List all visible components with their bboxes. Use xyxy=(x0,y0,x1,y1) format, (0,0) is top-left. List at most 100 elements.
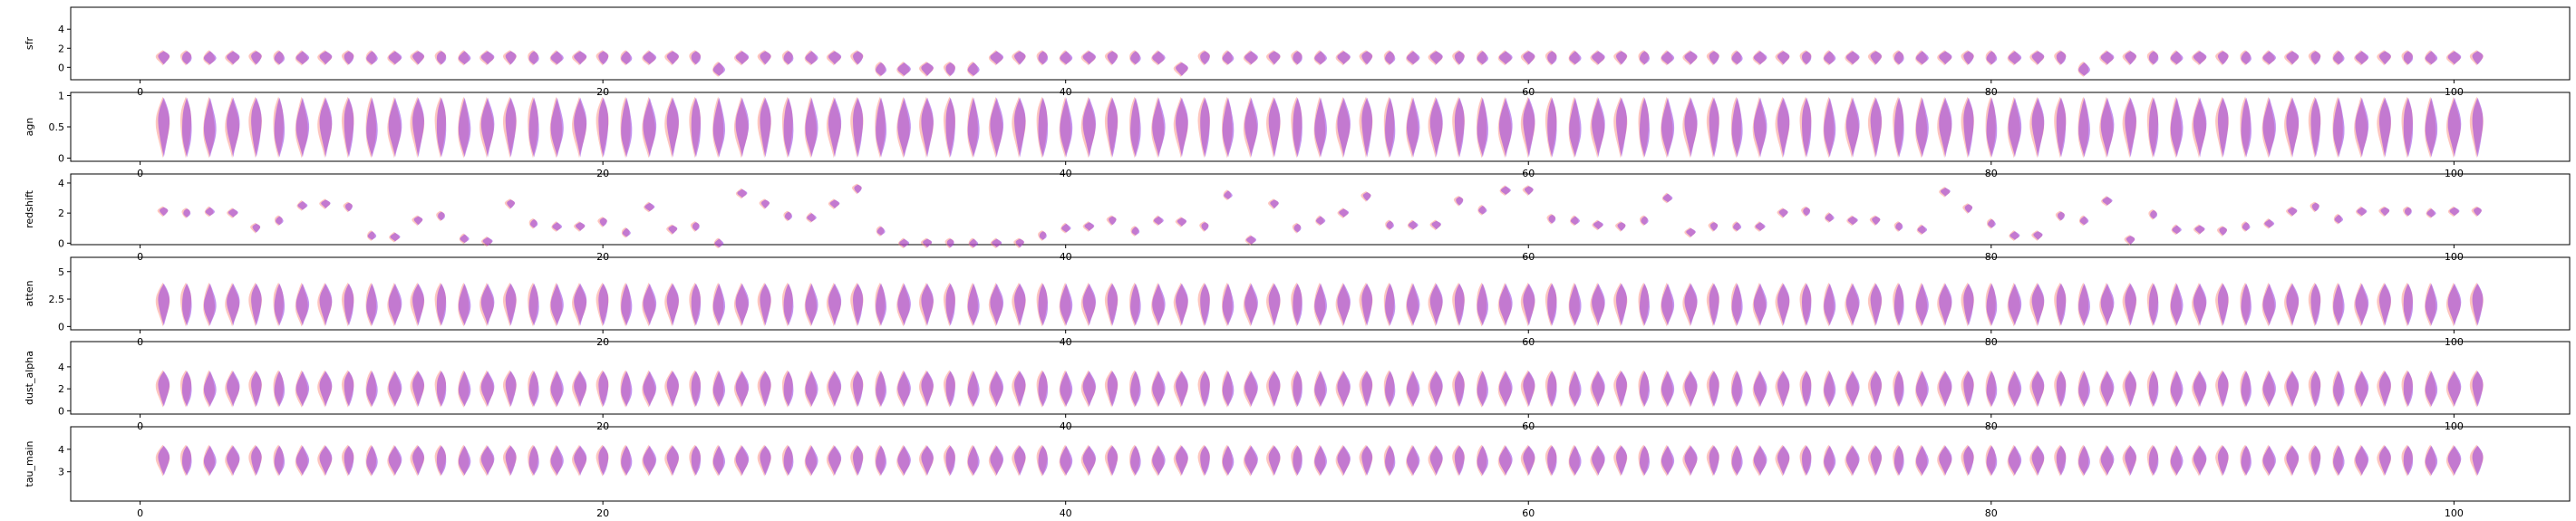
y-tick-label: 0 xyxy=(58,62,64,73)
violin-tau_main-88-b xyxy=(2170,445,2184,476)
y-tick-label: 3 xyxy=(58,467,64,478)
violin-dust_alpha-84-b xyxy=(2078,371,2090,407)
violin-dust_alpha-64-b xyxy=(1616,371,1627,407)
violin-atten-100-b xyxy=(2447,283,2462,326)
violin-redshift-29-b xyxy=(807,213,817,222)
violin-dust_alpha-1-b xyxy=(158,371,169,407)
violin-dust_alpha-22-b xyxy=(643,371,657,407)
violin-atten-85-b xyxy=(2100,283,2115,326)
violin-agn-101-b xyxy=(2472,97,2484,158)
violin-sfr-94-b xyxy=(2310,51,2321,65)
violin-redshift-9-b xyxy=(345,202,353,212)
violin-agn-60-b xyxy=(1523,97,1535,158)
violin-redshift-28-b xyxy=(784,211,792,221)
violin-redshift-11-b xyxy=(390,232,401,242)
violin-redshift-76-b xyxy=(1895,222,1903,231)
violin-redshift-24-b xyxy=(692,222,700,231)
violin-sfr-51-b xyxy=(1314,51,1327,65)
violin-sfr-17-b xyxy=(528,51,539,65)
violin-dust_alpha-2-b xyxy=(182,371,192,407)
violin-atten-64-b xyxy=(1616,283,1627,326)
violin-tau_main-77-b xyxy=(1915,445,1929,476)
violin-sfr-27-b xyxy=(760,51,771,65)
violin-redshift-71-b xyxy=(1778,208,1788,217)
violin-agn-32-b xyxy=(876,97,886,158)
violin-tau_main-49-b xyxy=(1268,445,1281,476)
violin-redshift-52-b xyxy=(1339,208,1350,217)
violin-atten-67-b xyxy=(1684,283,1698,326)
violin-sfr-35-b xyxy=(945,63,955,76)
violin-agn-10-b xyxy=(366,97,378,158)
violin-sfr-86-b xyxy=(2125,51,2136,65)
violin-atten-96-b xyxy=(2355,283,2369,326)
violin-dust_alpha-98-b xyxy=(2403,371,2414,407)
violin-agn-5-b xyxy=(251,97,262,158)
violin-atten-56-b xyxy=(1429,283,1443,326)
violin-sfr-8-b xyxy=(319,51,333,65)
violin-dust_alpha-3-b xyxy=(203,371,217,407)
violin-atten-84-b xyxy=(2078,283,2090,326)
violin-redshift-88-b xyxy=(2172,225,2182,235)
violin-redshift-77-b xyxy=(1917,225,1927,235)
violin-redshift-63-b xyxy=(1593,220,1603,230)
violin-redshift-38-b xyxy=(1015,238,1024,248)
violin-redshift-83-b xyxy=(2058,211,2065,221)
violin-atten-28-b xyxy=(783,283,794,326)
violin-sfr-42-b xyxy=(1107,51,1118,65)
violin-sfr-62-b xyxy=(1569,51,1582,65)
violin-dust_alpha-40-b xyxy=(1060,371,1073,407)
violin-agn-78-b xyxy=(1939,97,1952,158)
violin-sfr-19-b xyxy=(574,51,587,65)
violin-sfr-16-b xyxy=(505,51,517,65)
violin-agn-58-b xyxy=(1477,97,1488,158)
violin-sfr-50-b xyxy=(1293,51,1303,65)
violin-sfr-89-b xyxy=(2193,51,2207,65)
violin-atten-48-b xyxy=(1244,283,1258,326)
violin-sfr-92-b xyxy=(2262,51,2276,65)
violin-atten-11-b xyxy=(388,283,402,326)
violin-redshift-44-b xyxy=(1154,216,1164,226)
violin-sfr-100-b xyxy=(2447,51,2462,65)
violin-sfr-45-b xyxy=(1176,63,1188,76)
violin-tau_main-66-b xyxy=(1661,445,1675,476)
violin-atten-16-b xyxy=(505,283,517,326)
violin-dust_alpha-65-b xyxy=(1640,371,1650,407)
violin-tau_main-59-b xyxy=(1499,445,1513,476)
violin-redshift-12-b xyxy=(413,216,423,226)
x-tick-label: 80 xyxy=(1985,507,1998,519)
violin-dust_alpha-68-b xyxy=(1709,371,1719,407)
violin-agn-64-b xyxy=(1616,97,1627,158)
violin-atten-25-b xyxy=(712,283,725,326)
violin-dust_alpha-31-b xyxy=(853,371,864,407)
violin-tau_main-5-b xyxy=(251,445,262,476)
violin-dust_alpha-49-b xyxy=(1268,371,1281,407)
violin-sfr-11-b xyxy=(388,51,402,65)
violin-atten-95-b xyxy=(2333,283,2345,326)
violin-agn-6-b xyxy=(274,97,285,158)
violin-agn-71-b xyxy=(1777,97,1790,158)
violin-sfr-85-b xyxy=(2100,51,2115,65)
violin-sfr-71-b xyxy=(1777,51,1790,65)
violin-redshift-90-b xyxy=(2219,227,2227,236)
violin-atten-6-b xyxy=(274,283,285,326)
violin-redshift-33-b xyxy=(899,238,910,248)
violin-dust_alpha-21-b xyxy=(621,371,633,407)
violin-agn-1-b xyxy=(158,97,169,158)
violin-dust_alpha-44-b xyxy=(1152,371,1166,407)
violin-sfr-13-b xyxy=(436,51,447,65)
violin-agn-59-b xyxy=(1499,97,1513,158)
violin-agn-4-b xyxy=(227,97,240,158)
violin-tau_main-81-b xyxy=(2008,445,2022,476)
violin-tau_main-3-b xyxy=(203,445,217,476)
violin-sfr-82-b xyxy=(2031,51,2045,65)
y-tick-label: 2 xyxy=(58,43,64,54)
violin-sfr-47-b xyxy=(1222,51,1235,65)
violin-atten-20-b xyxy=(598,283,609,326)
violin-redshift-68-b xyxy=(1710,222,1719,231)
violin-tau_main-82-b xyxy=(2031,445,2045,476)
violin-redshift-14-b xyxy=(460,234,470,244)
violin-atten-78-b xyxy=(1939,283,1952,326)
violin-dust_alpha-25-b xyxy=(712,371,725,407)
violin-agn-85-b xyxy=(2100,97,2115,158)
